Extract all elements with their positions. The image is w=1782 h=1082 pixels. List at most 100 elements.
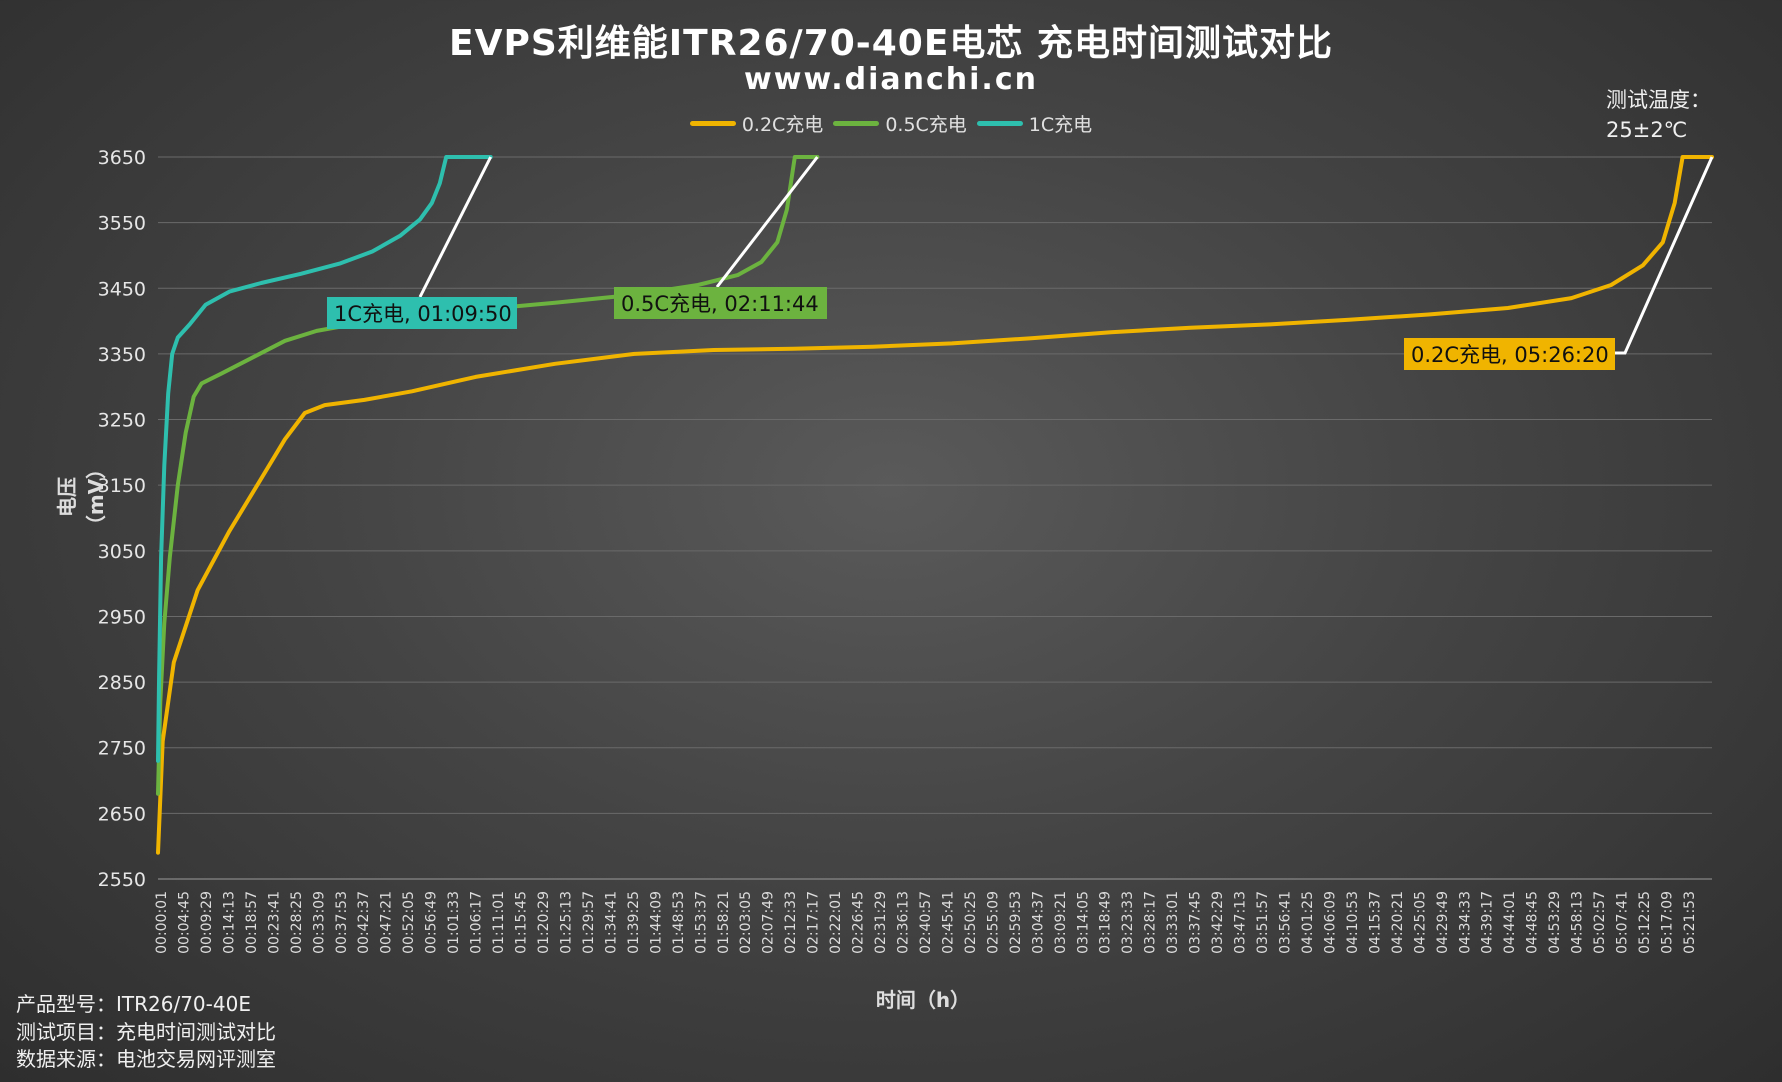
x-tick-label: 00:33:09 — [311, 891, 327, 954]
x-tick-label: 02:50:25 — [963, 891, 979, 954]
x-tick-label: 05:12:25 — [1637, 891, 1653, 954]
x-tick-label: 00:14:13 — [221, 891, 237, 954]
y-tick-label: 3450 — [98, 278, 146, 300]
x-tick-label: 01:58:21 — [716, 891, 732, 954]
x-tick-label: 03:14:05 — [1075, 891, 1091, 954]
x-tick-label: 04:25:05 — [1412, 891, 1428, 954]
x-tick-label: 00:37:53 — [334, 891, 350, 954]
y-tick-label: 2750 — [98, 738, 146, 760]
x-tick-label: 04:06:09 — [1322, 891, 1338, 954]
temperature-value: 25±2℃ — [1606, 118, 1688, 142]
callout-label-05c: 0.5C充电, 02:11:44 — [621, 292, 819, 316]
x-tick-label: 03:51:57 — [1255, 891, 1271, 954]
y-tick-label: 3350 — [98, 344, 146, 366]
x-tick-label: 03:09:21 — [1053, 891, 1069, 954]
x-tick-label: 03:28:17 — [1143, 891, 1159, 954]
y-tick-label: 3550 — [98, 213, 146, 235]
y-tick-label: 2850 — [98, 672, 146, 694]
x-tick-label: 00:28:25 — [289, 891, 305, 954]
x-tick-label: 04:39:17 — [1480, 891, 1496, 954]
x-tick-label: 04:29:49 — [1435, 891, 1451, 954]
series-line-05c — [156, 155, 820, 796]
x-tick-label: 02:36:13 — [896, 891, 912, 954]
x-tick-label: 02:17:17 — [806, 891, 822, 954]
legend-item-05c: 0.5C充电 — [833, 110, 967, 137]
x-tick-label: 01:48:53 — [671, 891, 687, 954]
legend-label-05c: 0.5C充电 — [885, 114, 967, 136]
x-tick-label: 02:55:09 — [985, 891, 1001, 954]
x-tick-label: 02:40:57 — [918, 891, 934, 954]
x-tick-label: 04:48:45 — [1525, 891, 1541, 954]
y-tick-label: 2950 — [98, 606, 146, 628]
x-tick-label: 00:04:45 — [176, 891, 192, 954]
series-line-1c — [156, 155, 493, 763]
chart-title: EVPS利维能ITR26/70-40E电芯 充电时间测试对比 — [449, 23, 1333, 64]
x-tick-label: 03:56:41 — [1278, 891, 1294, 954]
x-tick-label: 02:26:45 — [851, 891, 867, 954]
legend: 0.2C充电 0.5C充电 1C充电 — [0, 110, 1782, 137]
x-tick-label: 03:42:29 — [1210, 891, 1226, 954]
info-model: 产品型号：ITR26/70-40E — [16, 992, 251, 1016]
x-tick-label: 02:31:29 — [873, 891, 889, 954]
y-tick-label: 2650 — [98, 803, 146, 825]
x-tick-label: 03:18:49 — [1098, 891, 1114, 954]
x-tick-label: 04:10:53 — [1345, 891, 1361, 954]
legend-label-02c: 0.2C充电 — [741, 114, 824, 136]
callout-leader-05c — [715, 156, 819, 288]
y-tick-label: 3150 — [98, 475, 146, 497]
x-tick-label: 03:23:33 — [1120, 891, 1136, 954]
y-tick-label: 3050 — [98, 541, 146, 563]
x-tick-label: 03:47:13 — [1233, 891, 1249, 954]
x-tick-label: 02:59:53 — [1008, 891, 1024, 954]
x-tick-label: 01:44:09 — [648, 891, 664, 954]
x-tick-label: 01:25:13 — [558, 891, 574, 954]
legend-swatch-05c — [833, 121, 880, 126]
info-project: 测试项目：充电时间测试对比 — [16, 1020, 276, 1044]
x-tick-label: 04:15:37 — [1367, 891, 1383, 954]
x-tick-label: 05:21:53 — [1682, 891, 1698, 954]
x-tick-label: 01:53:37 — [693, 891, 709, 954]
legend-label-1c: 1C充电 — [1028, 114, 1093, 136]
callout-leader-02c — [1615, 156, 1714, 355]
legend-item-02c: 0.2C充电 — [689, 110, 824, 137]
x-tick-label: 04:53:29 — [1547, 891, 1563, 954]
x-tick-label: 00:23:41 — [266, 891, 282, 954]
legend-swatch-1c — [976, 121, 1023, 126]
callout-box-05c — [614, 287, 827, 319]
x-tick-label: 01:15:45 — [514, 891, 530, 954]
x-tick-label: 04:20:21 — [1390, 891, 1406, 954]
x-tick-label: 00:42:37 — [356, 891, 372, 954]
y-tick-label: 2550 — [98, 869, 146, 891]
callout-label-02c: 0.2C充电, 05:26:20 — [1411, 343, 1609, 367]
callout-leader-1c — [418, 156, 492, 298]
x-tick-label: 05:02:57 — [1592, 891, 1608, 954]
x-tick-label: 01:29:57 — [581, 891, 597, 954]
x-axis-title: 时间（h） — [875, 988, 971, 1012]
chart-subtitle: www.dianchi.cn — [744, 62, 1038, 97]
x-tick-label: 00:47:21 — [379, 891, 395, 954]
x-tick-label: 01:34:41 — [603, 891, 619, 954]
x-tick-label: 02:45:41 — [940, 891, 956, 954]
x-tick-label: 02:22:01 — [828, 891, 844, 954]
x-tick-label: 04:01:25 — [1300, 891, 1316, 954]
x-tick-label: 04:58:13 — [1570, 891, 1586, 954]
x-tick-label: 02:12:33 — [783, 891, 799, 954]
temperature-label: 测试温度： — [1606, 88, 1711, 112]
x-tick-label: 03:37:45 — [1188, 891, 1204, 954]
legend-item-1c: 1C充电 — [976, 110, 1093, 137]
x-tick-label: 01:11:01 — [491, 891, 507, 954]
x-tick-label: 00:18:57 — [244, 891, 260, 954]
callout-box-1c — [327, 297, 517, 329]
x-tick-label: 02:03:05 — [738, 891, 754, 954]
x-tick-label: 01:20:29 — [536, 891, 552, 954]
x-tick-label: 01:06:17 — [469, 891, 485, 954]
y-tick-label: 3650 — [98, 147, 146, 169]
callout-box-02c — [1404, 338, 1615, 370]
y-tick-label: 3250 — [98, 410, 146, 432]
x-tick-label: 03:33:01 — [1165, 891, 1181, 954]
x-tick-label: 02:07:49 — [761, 891, 777, 954]
x-tick-label: 01:39:25 — [626, 891, 642, 954]
callout-label-1c: 1C充电, 01:09:50 — [334, 302, 512, 326]
x-tick-label: 01:01:33 — [446, 891, 462, 954]
